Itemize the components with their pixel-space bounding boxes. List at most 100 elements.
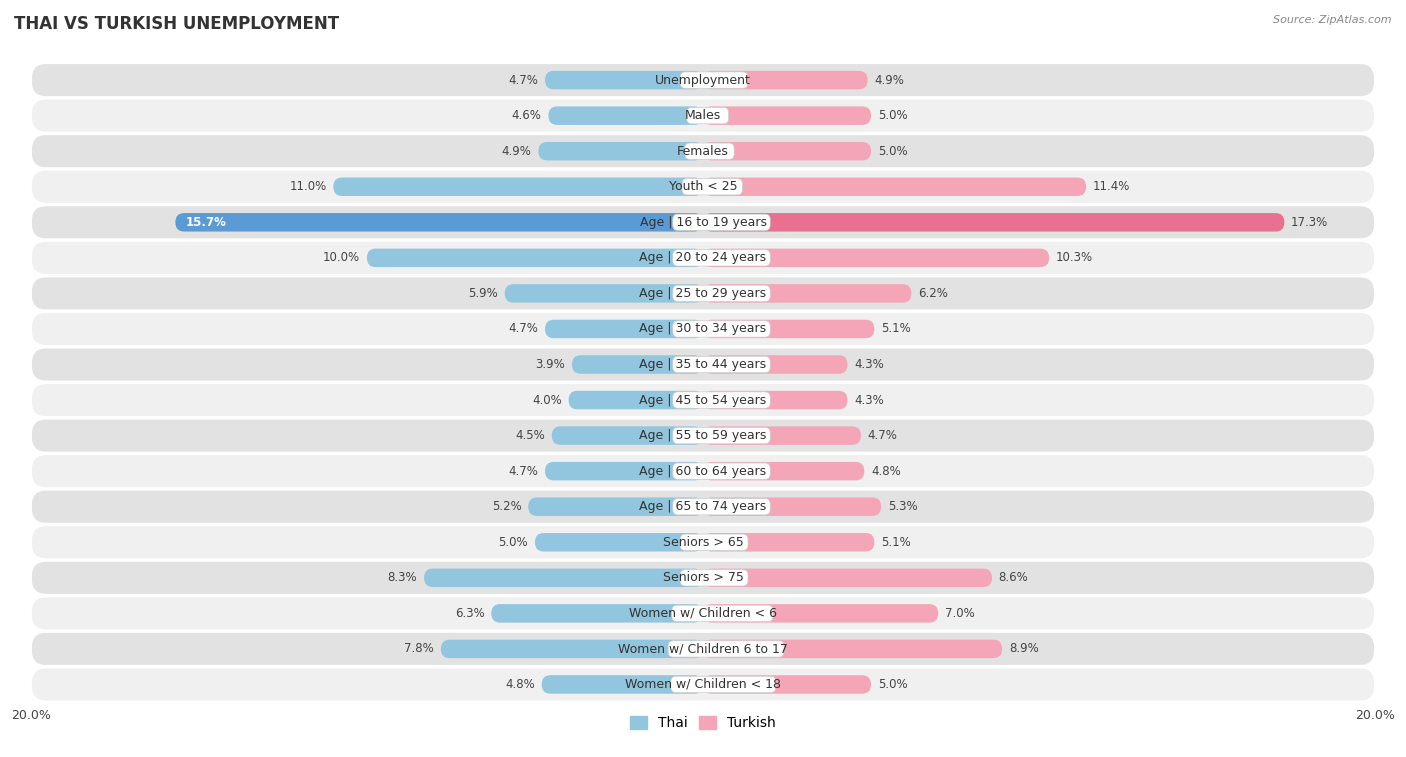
FancyBboxPatch shape [31,525,1375,559]
Text: Age | 65 to 74 years: Age | 65 to 74 years [640,500,766,513]
Text: 6.2%: 6.2% [918,287,948,300]
Text: Women w/ Children 6 to 17: Women w/ Children 6 to 17 [619,643,787,656]
Text: 7.0%: 7.0% [945,607,974,620]
Text: 5.3%: 5.3% [887,500,918,513]
FancyBboxPatch shape [176,213,703,232]
FancyBboxPatch shape [505,284,703,303]
FancyBboxPatch shape [703,604,938,622]
Text: Youth < 25: Youth < 25 [669,180,737,193]
FancyBboxPatch shape [31,312,1375,346]
Text: 8.3%: 8.3% [388,572,418,584]
FancyBboxPatch shape [672,214,770,230]
FancyBboxPatch shape [546,71,703,89]
Text: 4.7%: 4.7% [509,465,538,478]
FancyBboxPatch shape [31,276,1375,310]
FancyBboxPatch shape [546,462,703,481]
FancyBboxPatch shape [703,675,872,693]
FancyBboxPatch shape [425,569,703,587]
FancyBboxPatch shape [672,428,770,444]
Text: 8.9%: 8.9% [1010,643,1039,656]
FancyBboxPatch shape [672,392,770,408]
Text: Age | 16 to 19 years: Age | 16 to 19 years [640,216,766,229]
FancyBboxPatch shape [31,561,1375,595]
FancyBboxPatch shape [31,383,1375,417]
FancyBboxPatch shape [333,178,703,196]
FancyBboxPatch shape [31,419,1375,453]
FancyBboxPatch shape [703,213,1285,232]
FancyBboxPatch shape [31,98,1375,132]
Text: 11.0%: 11.0% [290,180,326,193]
FancyBboxPatch shape [686,107,728,124]
Text: 5.0%: 5.0% [877,145,907,157]
FancyBboxPatch shape [31,205,1375,239]
Text: 4.9%: 4.9% [875,73,904,86]
Text: 5.2%: 5.2% [492,500,522,513]
Text: 4.7%: 4.7% [868,429,897,442]
FancyBboxPatch shape [703,178,1085,196]
FancyBboxPatch shape [31,632,1375,666]
FancyBboxPatch shape [703,533,875,552]
Text: 8.6%: 8.6% [998,572,1029,584]
Text: 17.3%: 17.3% [1291,216,1329,229]
FancyBboxPatch shape [703,355,848,374]
Text: 4.7%: 4.7% [509,73,538,86]
Text: 15.7%: 15.7% [186,216,226,229]
Text: 4.3%: 4.3% [855,358,884,371]
FancyBboxPatch shape [703,248,1049,267]
FancyBboxPatch shape [671,676,776,693]
Text: Age | 20 to 24 years: Age | 20 to 24 years [640,251,766,264]
FancyBboxPatch shape [672,499,770,515]
Text: Seniors > 75: Seniors > 75 [662,572,744,584]
FancyBboxPatch shape [703,497,882,516]
Text: 7.8%: 7.8% [405,643,434,656]
Text: 5.0%: 5.0% [877,109,907,122]
FancyBboxPatch shape [672,463,770,479]
Text: 10.3%: 10.3% [1056,251,1092,264]
Text: Age | 55 to 59 years: Age | 55 to 59 years [640,429,766,442]
Text: Age | 25 to 29 years: Age | 25 to 29 years [640,287,766,300]
FancyBboxPatch shape [685,143,734,160]
FancyBboxPatch shape [546,319,703,338]
Text: 5.0%: 5.0% [877,678,907,691]
FancyBboxPatch shape [31,490,1375,524]
Text: Age | 30 to 34 years: Age | 30 to 34 years [640,322,766,335]
Text: 3.9%: 3.9% [536,358,565,371]
FancyBboxPatch shape [568,391,703,410]
FancyBboxPatch shape [703,284,911,303]
FancyBboxPatch shape [681,569,748,586]
Text: Unemployment: Unemployment [655,73,751,86]
FancyBboxPatch shape [572,355,703,374]
FancyBboxPatch shape [703,569,993,587]
Text: 4.0%: 4.0% [531,394,562,407]
FancyBboxPatch shape [534,533,703,552]
FancyBboxPatch shape [681,534,748,550]
FancyBboxPatch shape [31,170,1375,204]
FancyBboxPatch shape [682,179,742,195]
Text: Age | 35 to 44 years: Age | 35 to 44 years [640,358,766,371]
Text: 5.1%: 5.1% [882,322,911,335]
FancyBboxPatch shape [703,107,872,125]
FancyBboxPatch shape [703,462,865,481]
FancyBboxPatch shape [668,640,785,657]
FancyBboxPatch shape [31,347,1375,382]
FancyBboxPatch shape [703,71,868,89]
Text: 4.7%: 4.7% [509,322,538,335]
FancyBboxPatch shape [681,72,748,89]
Text: Seniors > 65: Seniors > 65 [662,536,744,549]
FancyBboxPatch shape [31,454,1375,488]
FancyBboxPatch shape [538,142,703,160]
Text: Women w/ Children < 18: Women w/ Children < 18 [626,678,780,691]
FancyBboxPatch shape [491,604,703,622]
FancyBboxPatch shape [703,142,872,160]
Text: 4.9%: 4.9% [502,145,531,157]
FancyBboxPatch shape [31,668,1375,702]
FancyBboxPatch shape [31,241,1375,275]
FancyBboxPatch shape [31,597,1375,631]
Text: Source: ZipAtlas.com: Source: ZipAtlas.com [1274,15,1392,25]
Text: Women w/ Children < 6: Women w/ Children < 6 [628,607,778,620]
FancyBboxPatch shape [31,134,1375,168]
Text: 4.8%: 4.8% [872,465,901,478]
FancyBboxPatch shape [548,107,703,125]
Text: 5.0%: 5.0% [499,536,529,549]
Text: 6.3%: 6.3% [454,607,485,620]
